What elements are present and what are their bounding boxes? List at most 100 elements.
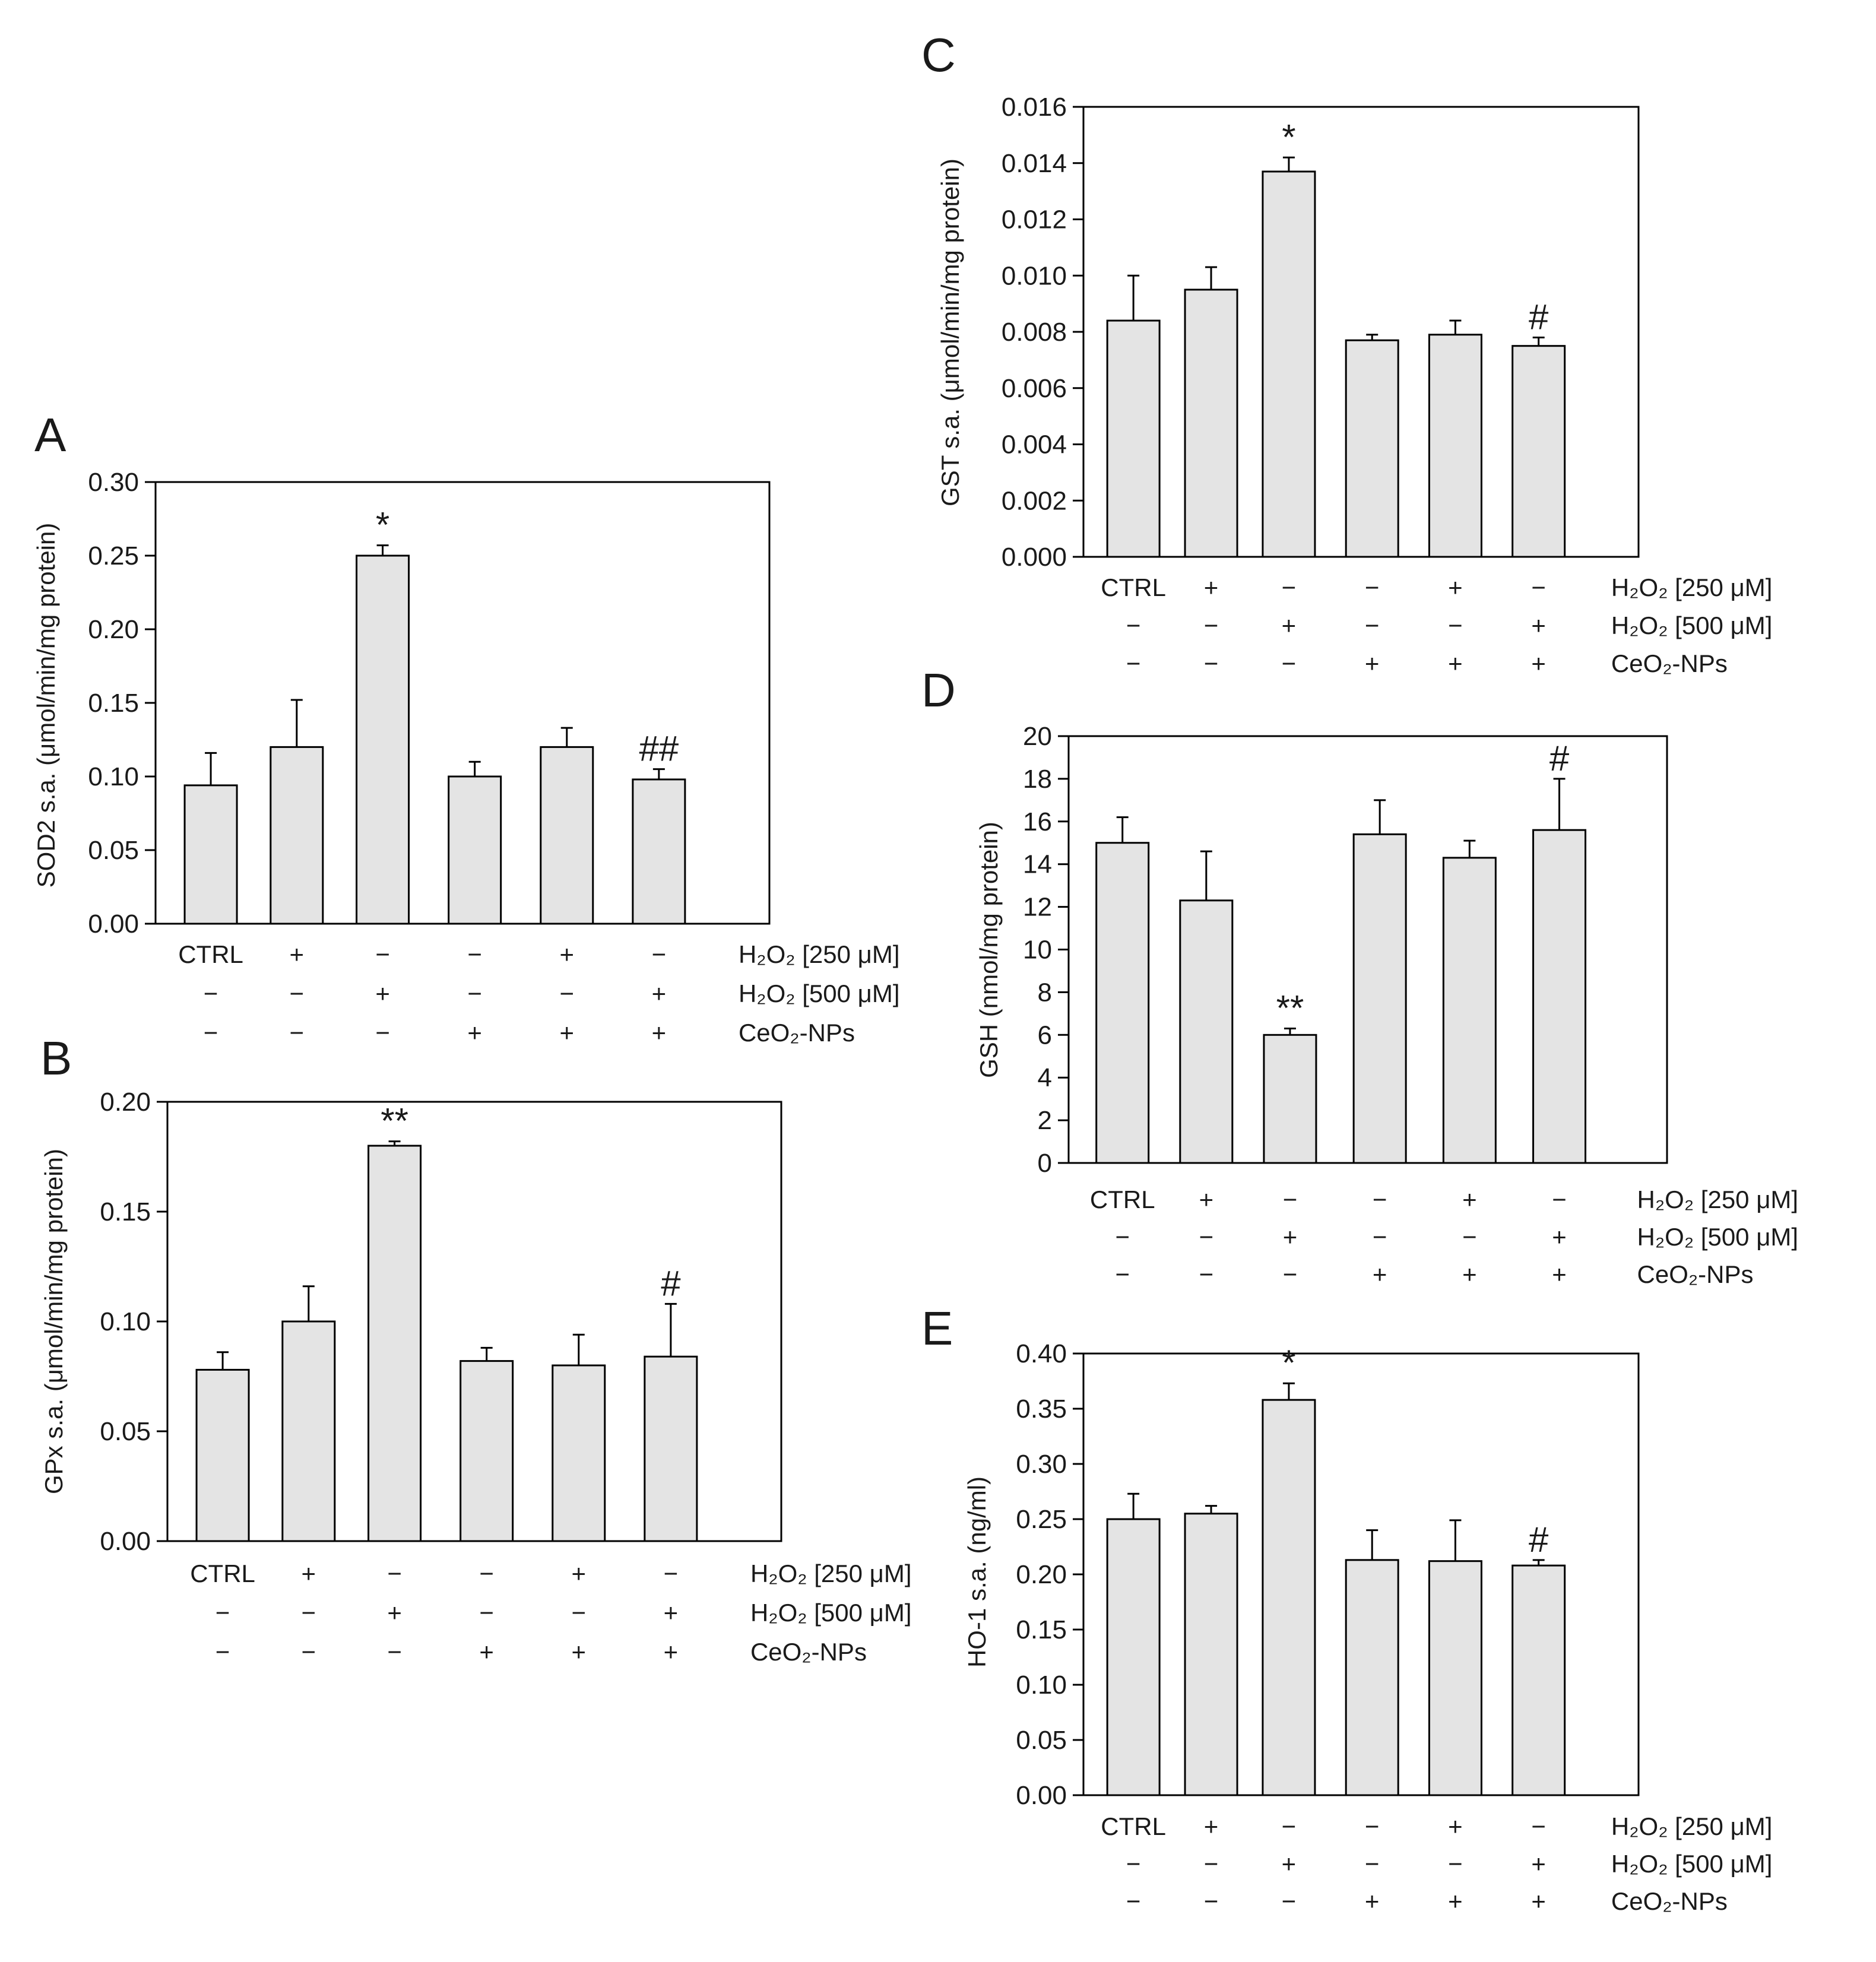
condition-symbol: + bbox=[1531, 1850, 1546, 1878]
y-tick-label: 16 bbox=[1023, 807, 1052, 836]
panel-e-ylabel: HO-1 s.a. (ng/ml) bbox=[963, 1476, 991, 1668]
condition-symbol: − bbox=[1531, 573, 1546, 601]
panel-c-letter: C bbox=[921, 28, 956, 81]
condition-symbol: − bbox=[1115, 1260, 1130, 1288]
bar bbox=[183, 784, 238, 925]
condition-symbol: − bbox=[1126, 1887, 1141, 1915]
condition-symbol: + bbox=[1531, 649, 1546, 677]
condition-symbol: + bbox=[1282, 1850, 1297, 1878]
condition-row-label: H₂O₂ [500 μM] bbox=[750, 1599, 912, 1627]
significance-mark: * bbox=[376, 505, 389, 545]
condition-symbol: − bbox=[375, 1019, 390, 1047]
significance-mark: ** bbox=[381, 1101, 408, 1141]
condition-symbol: + bbox=[1448, 649, 1463, 677]
condition-symbol: − bbox=[204, 980, 218, 1007]
condition-symbol: − bbox=[1115, 1223, 1130, 1251]
bar bbox=[1262, 1399, 1316, 1796]
condition-symbol: − bbox=[572, 1599, 587, 1627]
panel-e: E 0.00 0.05 0.10 0.15 0.20 0.25 0.30 0.35 0.40 * #… bbox=[921, 1302, 1772, 1915]
bar bbox=[540, 746, 594, 925]
condition-symbol: − bbox=[1282, 1887, 1297, 1915]
condition-symbol: − bbox=[375, 940, 390, 968]
condition-symbol: + bbox=[1204, 573, 1219, 601]
significance-mark: # bbox=[661, 1263, 681, 1303]
y-tick-label: 0.10 bbox=[100, 1307, 151, 1336]
condition-symbol: + bbox=[1462, 1260, 1477, 1288]
bar bbox=[1184, 289, 1238, 558]
condition-row-label: CeO₂-NPs bbox=[1611, 1887, 1728, 1915]
condition-symbol: − bbox=[216, 1638, 230, 1666]
bar bbox=[1345, 1559, 1399, 1796]
condition-symbol: − bbox=[652, 940, 667, 968]
y-tick-label: 0 bbox=[1038, 1149, 1052, 1178]
panel-d-plot: 0 2 4 6 8 10 12 14 16 18 20 ** # CTRL + − − + − H₂O₂ [250 μ… bbox=[1023, 722, 1798, 1288]
condition-symbol: + bbox=[1365, 1887, 1380, 1915]
condition-symbol: − bbox=[1283, 1186, 1298, 1213]
bar bbox=[1428, 334, 1482, 558]
condition-symbol: + bbox=[1365, 649, 1380, 677]
condition-symbol: − bbox=[560, 980, 575, 1007]
y-tick-label: 0.006 bbox=[1002, 374, 1067, 403]
condition-symbol: + bbox=[664, 1599, 679, 1627]
condition-symbol: − bbox=[1199, 1223, 1214, 1251]
condition-symbol: + bbox=[1204, 1812, 1219, 1840]
significance-mark: # bbox=[1529, 1520, 1549, 1560]
bar bbox=[1263, 1034, 1317, 1164]
bar bbox=[1179, 899, 1234, 1164]
y-tick-label: 0.15 bbox=[1016, 1615, 1067, 1644]
y-tick-label: 6 bbox=[1038, 1020, 1052, 1050]
y-tick-label: 0.004 bbox=[1002, 430, 1067, 459]
condition-symbol: + bbox=[1373, 1260, 1387, 1288]
y-tick-label: 0.40 bbox=[1016, 1339, 1067, 1368]
panel-b-letter: B bbox=[40, 1032, 72, 1085]
condition-symbol: + bbox=[467, 1019, 482, 1047]
significance-mark: # bbox=[1549, 738, 1570, 778]
condition-symbol: + bbox=[290, 940, 305, 968]
condition-row-label: CeO₂-NPs bbox=[1611, 649, 1728, 677]
bar bbox=[448, 775, 502, 925]
significance-mark: * bbox=[1282, 117, 1295, 157]
y-tick-label: 4 bbox=[1038, 1063, 1052, 1092]
condition-symbol: − bbox=[302, 1599, 316, 1627]
condition-symbol: − bbox=[1462, 1223, 1477, 1251]
y-tick-label: 0.35 bbox=[1016, 1394, 1067, 1424]
significance-mark: # bbox=[1529, 297, 1549, 337]
condition-row-label: H₂O₂ [500 μM] bbox=[1611, 1850, 1773, 1878]
y-tick-label: 0.25 bbox=[1016, 1505, 1067, 1534]
condition-row-label: H₂O₂ [500 μM] bbox=[1637, 1223, 1799, 1251]
condition-symbol: − bbox=[664, 1560, 679, 1587]
ctrl-label: CTRL bbox=[178, 940, 243, 968]
ctrl-label: CTRL bbox=[1101, 573, 1166, 601]
bar bbox=[1345, 339, 1399, 558]
significance-mark: ** bbox=[1276, 988, 1304, 1028]
condition-symbol: − bbox=[204, 1019, 218, 1047]
bar bbox=[460, 1360, 514, 1542]
condition-symbol: − bbox=[387, 1560, 402, 1587]
ctrl-label: CTRL bbox=[1090, 1186, 1155, 1213]
condition-symbol: − bbox=[1282, 1812, 1297, 1840]
panel-a-ylabel: SOD2 s.a. (μmol/min/mg protein) bbox=[32, 523, 60, 888]
panel-b: B 0.00 0.05 0.10 0.15 0.20 ** # CTRL + − − + − H₂O₂ [… bbox=[40, 1032, 912, 1666]
bar bbox=[1352, 833, 1407, 1164]
bar bbox=[356, 554, 410, 925]
condition-row-label: H₂O₂ [250 μM] bbox=[1611, 1812, 1773, 1840]
condition-symbol: + bbox=[302, 1560, 316, 1587]
panel-a-plot: 0.00 0.05 0.10 0.15 0.20 0.25 0.30 * ## CTRL + − − + −… bbox=[88, 468, 899, 1047]
condition-symbol: − bbox=[1204, 649, 1219, 677]
y-tick-label: 0.016 bbox=[1002, 93, 1067, 122]
condition-symbol: − bbox=[1365, 611, 1380, 639]
panel-a-letter: A bbox=[34, 408, 66, 461]
condition-symbol: + bbox=[479, 1638, 494, 1666]
condition-symbol: − bbox=[302, 1638, 316, 1666]
condition-symbol: + bbox=[375, 980, 390, 1007]
y-tick-label: 0.002 bbox=[1002, 486, 1067, 515]
bar bbox=[644, 1355, 698, 1542]
condition-symbol: − bbox=[1282, 573, 1297, 601]
condition-row-label: H₂O₂ [500 μM] bbox=[739, 980, 900, 1007]
y-tick-label: 0.00 bbox=[1016, 1781, 1067, 1810]
condition-symbol: − bbox=[1199, 1260, 1214, 1288]
y-tick-label: 10 bbox=[1023, 936, 1052, 965]
ctrl-label: CTRL bbox=[190, 1560, 255, 1587]
condition-symbol: − bbox=[467, 980, 482, 1007]
